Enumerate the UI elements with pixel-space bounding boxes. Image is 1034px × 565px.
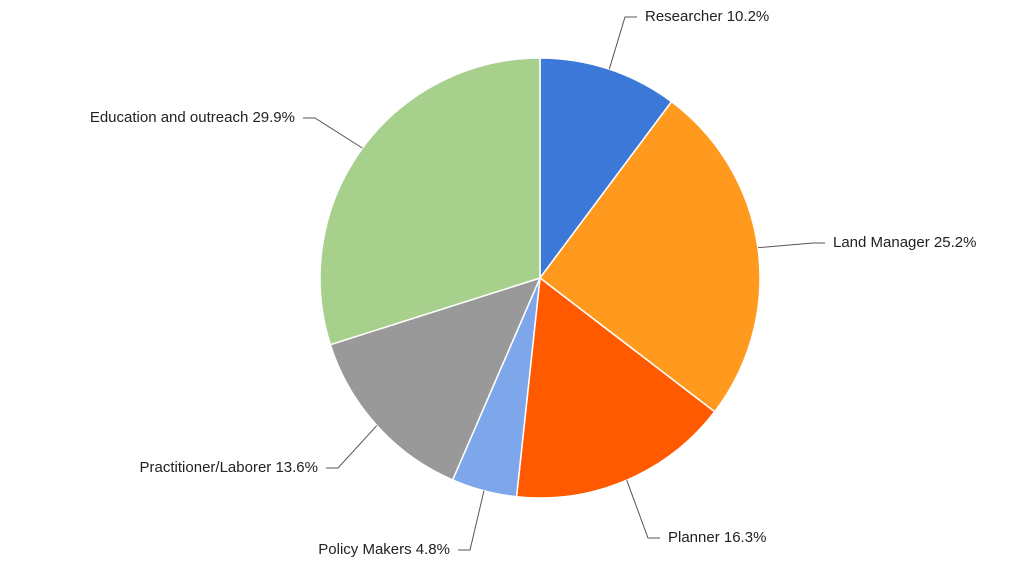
leader-line xyxy=(626,480,660,539)
leader-line xyxy=(608,16,637,70)
slice-value: 25.2% xyxy=(934,234,977,251)
slice-label: Education and outreach 29.9% xyxy=(90,109,295,126)
slice-label: Researcher 10.2% xyxy=(645,8,769,25)
leader-line xyxy=(458,490,485,551)
slice-name: Land Manager xyxy=(833,234,930,251)
slice-label: Policy Makers 4.8% xyxy=(318,541,450,558)
slice-name: Policy Makers xyxy=(318,541,411,558)
slice-label: Planner 16.3% xyxy=(668,529,766,546)
pie-slice xyxy=(319,57,541,346)
slice-value: 16.3% xyxy=(724,529,767,546)
slice-value: 13.6% xyxy=(275,459,318,476)
slice-value: 4.8% xyxy=(416,541,450,558)
slice-name: Practitioner/Laborer xyxy=(140,459,272,476)
pie-slice xyxy=(515,276,716,499)
slice-name: Education and outreach xyxy=(90,109,248,126)
slice-value: 10.2% xyxy=(727,8,770,25)
slice-name: Researcher xyxy=(645,8,723,25)
leader-line xyxy=(303,117,363,149)
slice-value: 29.9% xyxy=(252,109,295,126)
leader-line xyxy=(757,242,825,249)
slice-name: Planner xyxy=(668,529,720,546)
slice-label: Practitioner/Laborer 13.6% xyxy=(140,459,318,476)
pie-slice xyxy=(538,100,761,413)
leader-line xyxy=(326,425,378,469)
slice-label: Land Manager 25.2% xyxy=(833,234,976,251)
